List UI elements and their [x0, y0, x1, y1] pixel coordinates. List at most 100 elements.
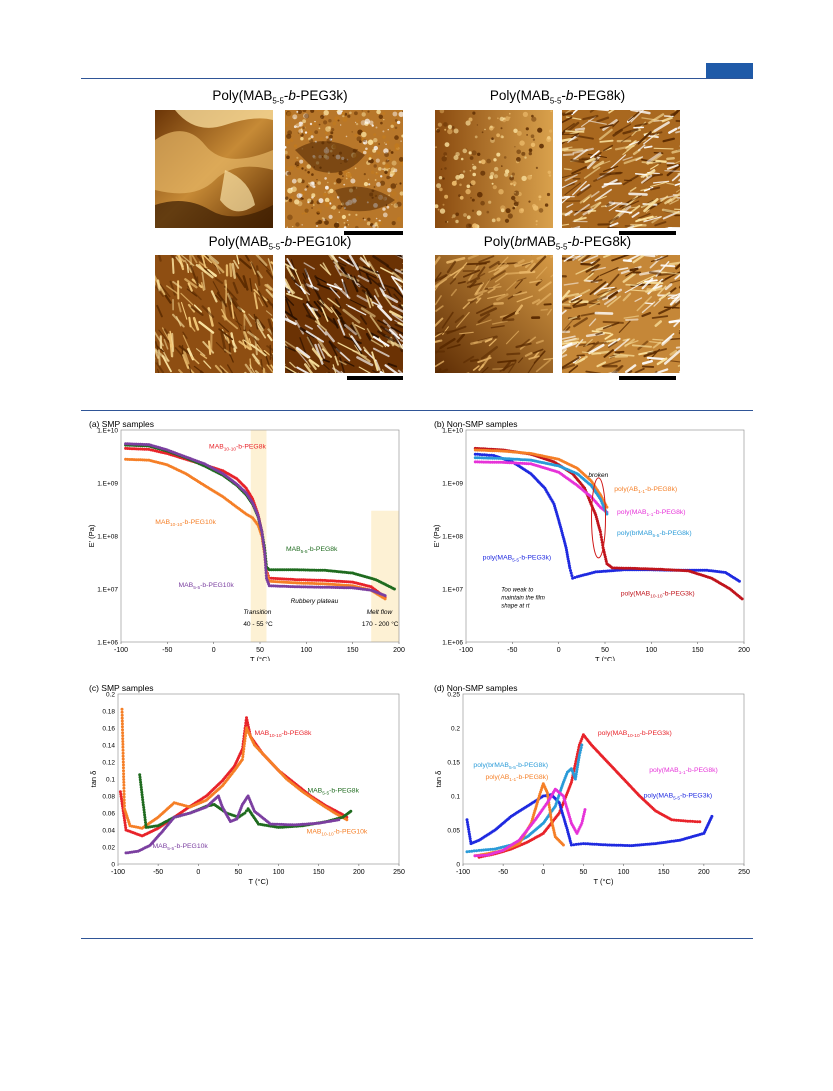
- data-point: [143, 818, 147, 822]
- data-point: [602, 550, 606, 554]
- data-point: [331, 585, 335, 589]
- plot-frame: [462, 693, 745, 865]
- data-point: [483, 853, 487, 857]
- data-point: [654, 567, 658, 571]
- data-point: [603, 843, 607, 847]
- data-point: [710, 814, 714, 818]
- data-point: [123, 818, 127, 822]
- series-label: poly(AB1-1-b-PEG8k): [614, 486, 677, 495]
- data-point: [310, 568, 314, 572]
- data-point: [577, 756, 581, 760]
- data-point: [569, 843, 573, 847]
- data-point: [122, 798, 126, 802]
- data-point: [574, 772, 578, 776]
- data-point: [264, 566, 268, 570]
- data-point: [620, 566, 623, 570]
- data-point: [273, 822, 277, 826]
- data-point: [586, 842, 590, 846]
- data-point: [482, 460, 486, 464]
- plot-frame: [117, 693, 400, 865]
- data-point: [567, 561, 571, 565]
- data-point: [639, 567, 643, 571]
- data-point: [263, 558, 267, 562]
- data-point: [574, 842, 578, 846]
- data-point: [599, 535, 603, 539]
- data-point: [383, 594, 387, 598]
- region-label: 170 - 200 °C: [362, 620, 399, 628]
- x-axis-label: T (°C): [250, 655, 270, 661]
- data-point: [622, 566, 626, 570]
- data-point: [617, 566, 621, 570]
- data-point: [243, 811, 247, 815]
- x-tick-label: -100: [114, 647, 128, 654]
- x-axis-label: T (°C): [594, 877, 614, 886]
- data-point: [121, 751, 125, 755]
- data-point: [548, 805, 551, 809]
- y-tick-label: 0.1: [106, 777, 115, 784]
- data-point: [262, 545, 266, 549]
- data-point: [244, 734, 247, 738]
- y-tick-label: 1.E+09: [97, 481, 118, 488]
- series-label: poly(brMAB5-5-b-PEG8k): [617, 530, 692, 539]
- data-point: [139, 780, 143, 784]
- data-point: [140, 795, 144, 799]
- data-point: [271, 822, 275, 826]
- afm-texture: [435, 255, 553, 373]
- data-point: [674, 818, 678, 822]
- data-point: [473, 460, 477, 464]
- data-point: [304, 581, 308, 585]
- data-point: [272, 584, 275, 588]
- data-point: [310, 585, 314, 589]
- data-point: [337, 818, 341, 822]
- data-point: [572, 843, 576, 847]
- data-point: [467, 832, 471, 836]
- data-point: [264, 568, 268, 572]
- data-point: [493, 456, 496, 460]
- data-point: [570, 574, 574, 578]
- data-point: [306, 585, 310, 589]
- data-point: [321, 578, 325, 582]
- data-point: [568, 566, 572, 570]
- series-label: poly(MAB10-10-b-PEG3k): [621, 591, 695, 600]
- data-point: [263, 550, 267, 554]
- data-point: [608, 843, 612, 847]
- data-point: [128, 458, 132, 461]
- x-tick-label: 100: [273, 869, 285, 876]
- data-point: [610, 566, 614, 570]
- data-point: [272, 576, 275, 580]
- afm-image-peg8k-height: [435, 110, 553, 228]
- data-point: [121, 745, 125, 749]
- data-point: [319, 585, 323, 589]
- data-point: [615, 566, 619, 570]
- data-point: [468, 835, 472, 838]
- data-point: [245, 718, 249, 722]
- data-point: [242, 744, 246, 748]
- data-point: [482, 448, 486, 452]
- data-point: [121, 757, 125, 761]
- x-tick-label: 150: [692, 647, 704, 654]
- data-point: [120, 713, 124, 717]
- series-label: poly(brMAB5-5-b-PEG8k): [473, 762, 548, 771]
- data-point: [321, 582, 325, 586]
- data-point: [478, 460, 481, 464]
- afm-image-peg3k-phase: [285, 110, 403, 228]
- data-point: [465, 850, 469, 854]
- y-tick-label: 0.2: [106, 692, 115, 699]
- data-point: [124, 826, 128, 830]
- data-point: [272, 568, 275, 572]
- data-point: [610, 843, 614, 847]
- series-label: poly(MAB1-1-b-PEG8k): [617, 509, 686, 518]
- data-point: [310, 578, 314, 582]
- afm-image-br-peg8k-height: [435, 255, 553, 373]
- data-point: [499, 449, 503, 453]
- series-label: poly(MAB10-10-b-PEG3k): [598, 730, 672, 739]
- series-label: poly(AB1-1-b-PEG8k): [485, 774, 548, 783]
- data-point: [260, 530, 264, 534]
- annotation-too-weak: Too weak to: [501, 587, 534, 593]
- annotation-too-weak: shape at rt: [501, 603, 530, 609]
- data-point: [520, 461, 524, 465]
- y-tick-label: 1.E+10: [442, 428, 463, 435]
- data-point: [467, 850, 471, 853]
- data-point: [264, 574, 268, 578]
- data-point: [121, 728, 124, 732]
